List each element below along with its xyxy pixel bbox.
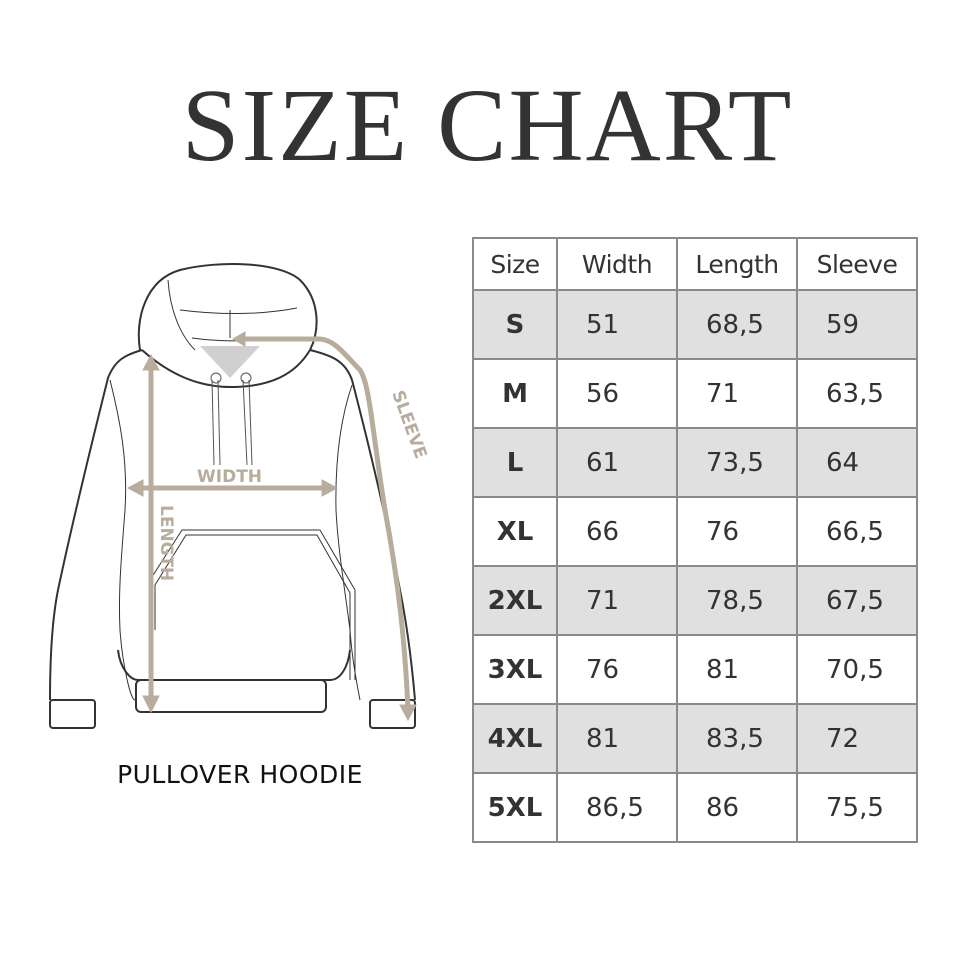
cell-length: 73,5: [676, 427, 798, 498]
cell-width: 81: [556, 703, 678, 774]
cell-sleeve: 64: [796, 427, 918, 498]
cell-sleeve: 63,5: [796, 358, 918, 429]
table-row: M 56 71 63,5: [472, 358, 918, 429]
cell-size: M: [472, 358, 558, 429]
cell-sleeve: 75,5: [796, 772, 918, 843]
cell-length: 86: [676, 772, 798, 843]
size-table: Size Width Length Sleeve S 51 68,5 59 M 56 71 6…: [472, 237, 918, 843]
table-header-row: Size Width Length Sleeve: [472, 237, 918, 291]
cell-sleeve: 72: [796, 703, 918, 774]
cell-sleeve: 59: [796, 289, 918, 360]
cell-size: 5XL: [472, 772, 558, 843]
cell-width: 66: [556, 496, 678, 567]
cell-size: XL: [472, 496, 558, 567]
table-row: S 51 68,5 59: [472, 289, 918, 360]
sleeve-arrow: [237, 336, 411, 713]
table-row: 5XL 86,5 86 75,5: [472, 772, 918, 843]
table-row: 4XL 81 83,5 72: [472, 703, 918, 774]
cell-width: 76: [556, 634, 678, 705]
cell-length: 71: [676, 358, 798, 429]
cell-width: 71: [556, 565, 678, 636]
cell-width: 61: [556, 427, 678, 498]
header-width: Width: [556, 237, 678, 291]
cell-length: 83,5: [676, 703, 798, 774]
sleeve-label: SLEEVE: [387, 388, 430, 462]
cell-width: 56: [556, 358, 678, 429]
table-row: 2XL 71 78,5 67,5: [472, 565, 918, 636]
table-row: L 61 73,5 64: [472, 427, 918, 498]
cell-size: S: [472, 289, 558, 360]
cell-size: 4XL: [472, 703, 558, 774]
cell-width: 51: [556, 289, 678, 360]
cell-size: 3XL: [472, 634, 558, 705]
cell-sleeve: 66,5: [796, 496, 918, 567]
cell-length: 81: [676, 634, 798, 705]
header-size: Size: [472, 237, 558, 291]
cell-size: L: [472, 427, 558, 498]
page-title: SIZE CHART: [181, 68, 794, 183]
cell-size: 2XL: [472, 565, 558, 636]
cell-length: 68,5: [676, 289, 798, 360]
garment-caption: PULLOVER HOODIE: [117, 760, 363, 789]
width-label: WIDTH: [197, 467, 262, 487]
hoodie-illustration: WIDTH LENGTH SLEEVE: [49, 263, 430, 729]
cell-sleeve: 70,5: [796, 634, 918, 705]
cell-length: 78,5: [676, 565, 798, 636]
table-row: XL 66 76 66,5: [472, 496, 918, 567]
cell-sleeve: 67,5: [796, 565, 918, 636]
header-sleeve: Sleeve: [796, 237, 918, 291]
length-label: LENGTH: [156, 505, 176, 581]
cell-length: 76: [676, 496, 798, 567]
header-length: Length: [676, 237, 798, 291]
table-row: 3XL 76 81 70,5: [472, 634, 918, 705]
cell-width: 86,5: [556, 772, 678, 843]
